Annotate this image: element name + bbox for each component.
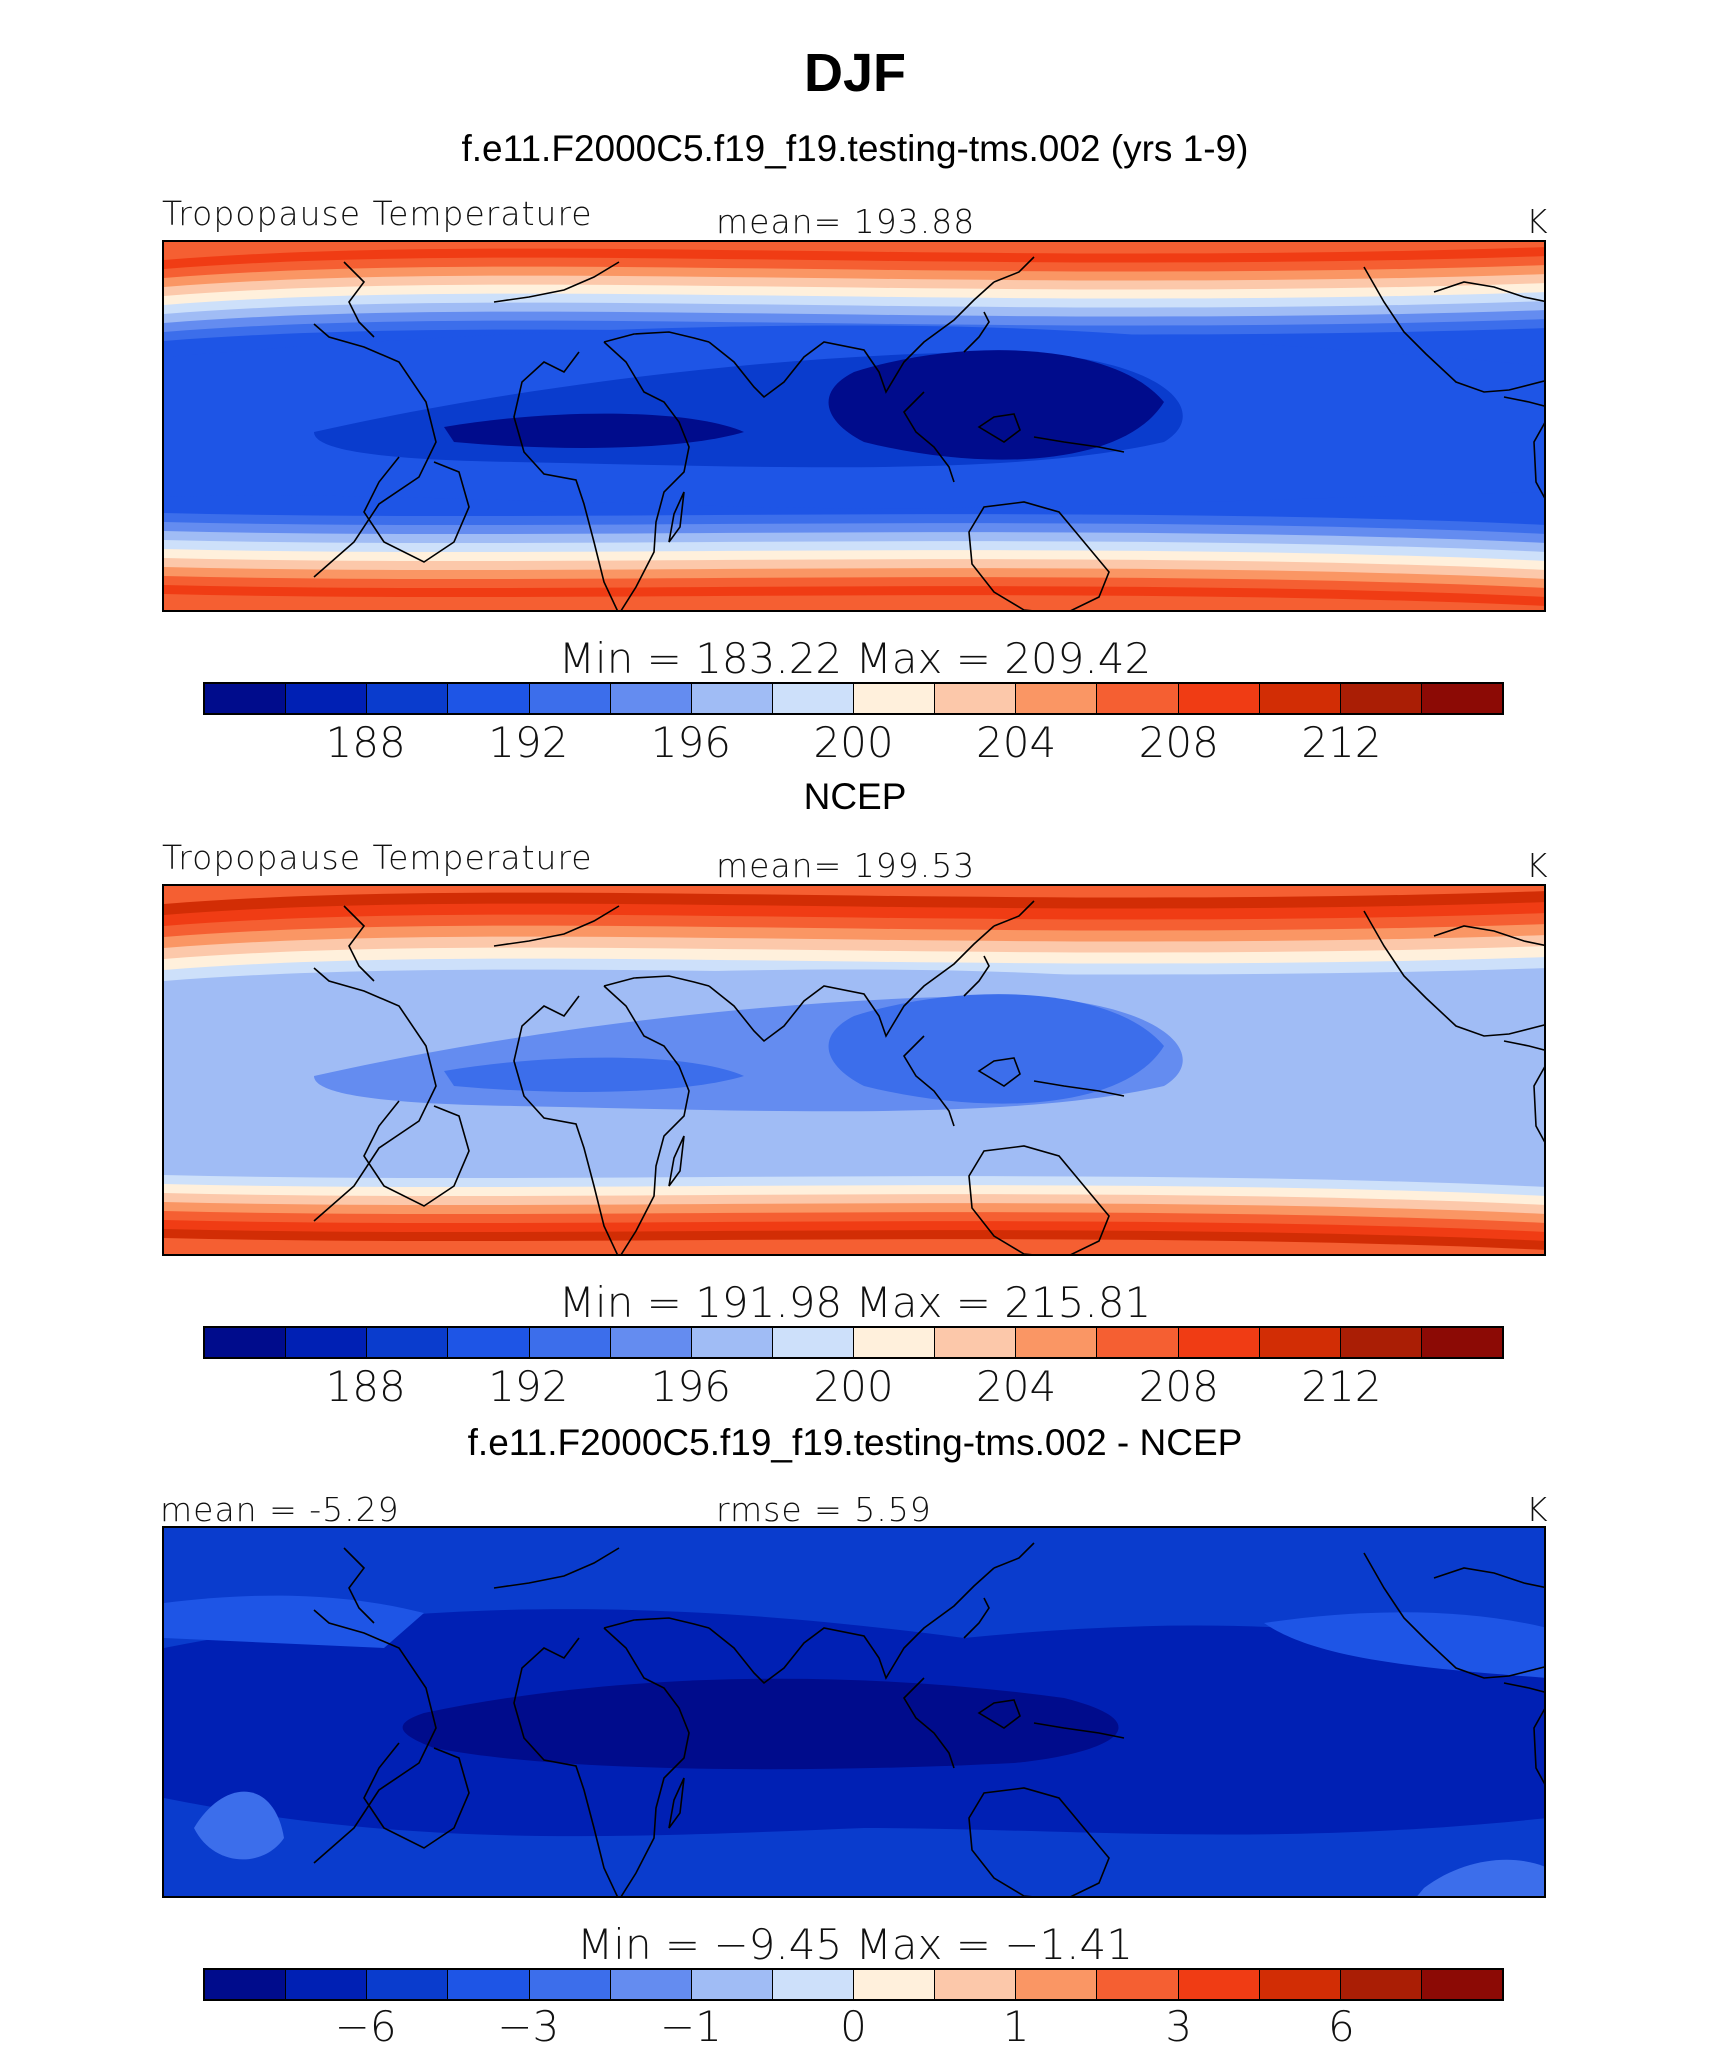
colorbar-tick-label: 204 [976, 1362, 1057, 1411]
colorbar-swatch [935, 1970, 1017, 1999]
colorbar-tick-label: 188 [325, 1362, 406, 1411]
colorbar-tick-label: 3 [1165, 2002, 1193, 2051]
panel-3-colorbar-ticks: −6 −3 −1 0 1 3 6 [203, 2002, 1504, 2052]
panel-2-colorbar [203, 1326, 1504, 1359]
panel-1-mean-label: mean= 193.88 [716, 202, 976, 241]
colorbar-tick-label: 192 [488, 1362, 569, 1411]
colorbar-swatch [448, 684, 530, 713]
colorbar-swatch [448, 1328, 530, 1357]
colorbar-swatch [691, 1328, 773, 1357]
panel-1-colorbar-ticks: 188 192 196 200 204 208 212 [203, 718, 1504, 768]
colorbar-swatch [367, 1328, 449, 1357]
colorbar-tick-label: −3 [497, 2002, 560, 2051]
panel-3-minmax: Min = −9.45 Max = −1.41 [577, 1920, 1133, 1969]
colorbar-swatch [1016, 1970, 1098, 1999]
colorbar-swatch [935, 684, 1017, 713]
colorbar-swatch [448, 1970, 530, 1999]
colorbar-tick-label: 212 [1301, 718, 1382, 767]
colorbar-swatch [529, 1970, 611, 1999]
colorbar-tick-label: 212 [1301, 1362, 1382, 1411]
colorbar-swatch [691, 1970, 773, 1999]
colorbar-swatch [1178, 1328, 1260, 1357]
colorbar-tick-label: 196 [650, 1362, 731, 1411]
colorbar-swatch [610, 1970, 692, 1999]
colorbar-tick-label: 196 [650, 718, 731, 767]
colorbar-swatch [205, 1328, 287, 1357]
figure-title: DJF [803, 43, 906, 103]
colorbar-swatch [935, 1328, 1017, 1357]
colorbar-swatch [286, 684, 368, 713]
panel-3-map [162, 1526, 1546, 1898]
panel-3-colorbar [203, 1968, 1504, 2001]
colorbar-swatch [205, 1970, 287, 1999]
colorbar-swatch [1421, 1328, 1502, 1357]
colorbar-tick-label: 204 [976, 718, 1057, 767]
colorbar-tick-label: 200 [813, 1362, 894, 1411]
colorbar-tick-label: 188 [325, 718, 406, 767]
coastlines [313, 256, 1544, 610]
colorbar-swatch [772, 1970, 854, 1999]
colorbar-tick-label: 208 [1138, 1362, 1219, 1411]
colorbar-swatch [1340, 1970, 1422, 1999]
colorbar-swatch [1016, 684, 1098, 713]
panel-1-map [162, 240, 1546, 612]
panel-3-units-label: K [1526, 1490, 1549, 1529]
colorbar-tick-label: 1 [1002, 2002, 1030, 2051]
colorbar-swatch [1340, 684, 1422, 713]
colorbar-tick-label: 192 [488, 718, 569, 767]
colorbar-swatch [1421, 1970, 1502, 1999]
colorbar-tick-label: 200 [813, 718, 894, 767]
panel-2-title: NCEP [803, 776, 907, 817]
colorbar-swatch [610, 684, 692, 713]
panel-2-minmax: Min = 191.98 Max = 215.81 [558, 1278, 1152, 1327]
colorbar-swatch [772, 684, 854, 713]
colorbar-swatch [367, 1970, 449, 1999]
colorbar-swatch [691, 684, 773, 713]
colorbar-swatch [610, 1328, 692, 1357]
colorbar-swatch [1259, 684, 1341, 713]
colorbar-tick-label: 0 [840, 2002, 867, 2051]
colorbar-tick-label: 6 [1328, 2002, 1355, 2051]
colorbar-swatch [854, 684, 936, 713]
colorbar-tick-label: −6 [334, 2002, 397, 2051]
colorbar-swatch [1178, 684, 1260, 713]
colorbar-swatch [1259, 1328, 1341, 1357]
colorbar-swatch [854, 1970, 936, 1999]
colorbar-tick-label: −1 [659, 2002, 722, 2051]
panel-2-units-label: K [1526, 846, 1549, 885]
colorbar-swatch [854, 1328, 936, 1357]
colorbar-swatch [772, 1328, 854, 1357]
coastlines [313, 900, 1544, 1254]
panel-1-minmax: Min = 183.22 Max = 209.42 [558, 634, 1152, 683]
panel-1-colorbar [203, 682, 1504, 715]
panel-3-title: f.e11.F2000C5.f19_f19.testing-tms.002 - … [467, 1422, 1243, 1463]
panel-3-mean-label: mean = -5.29 [160, 1490, 400, 1529]
colorbar-swatch [1421, 684, 1502, 713]
colorbar-swatch [1178, 1970, 1260, 1999]
colorbar-swatch [529, 1328, 611, 1357]
colorbar-swatch [1097, 684, 1179, 713]
colorbar-swatch [286, 1970, 368, 1999]
coastlines [313, 1542, 1544, 1896]
colorbar-swatch [1097, 1328, 1179, 1357]
panel-3-rmse-label: rmse = 5.59 [716, 1490, 932, 1529]
panel-1-left-label: Tropopause Temperature [162, 194, 593, 233]
colorbar-swatch [1259, 1970, 1341, 1999]
colorbar-tick-label: 208 [1138, 718, 1219, 767]
colorbar-swatch [205, 684, 287, 713]
colorbar-swatch [529, 684, 611, 713]
panel-2-left-label: Tropopause Temperature [162, 838, 593, 877]
colorbar-swatch [286, 1328, 368, 1357]
colorbar-swatch [367, 684, 449, 713]
colorbar-swatch [1097, 1970, 1179, 1999]
panel-1-title: f.e11.F2000C5.f19_f19.testing-tms.002 (y… [461, 128, 1249, 169]
colorbar-swatch [1340, 1328, 1422, 1357]
panel-2-colorbar-ticks: 188 192 196 200 204 208 212 [203, 1362, 1504, 1412]
panel-2-map [162, 884, 1546, 1256]
colorbar-swatch [1016, 1328, 1098, 1357]
panel-2-mean-label: mean= 199.53 [716, 846, 976, 885]
panel-1-units-label: K [1526, 202, 1549, 241]
